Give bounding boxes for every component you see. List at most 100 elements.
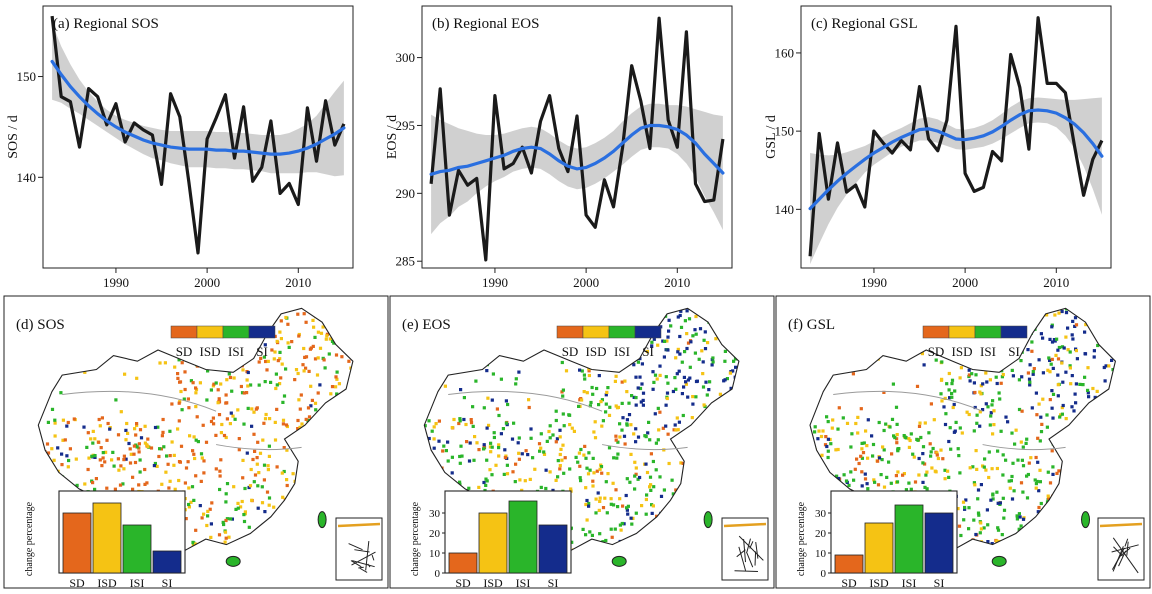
pixel-SD xyxy=(316,391,320,395)
pixel-ISI xyxy=(284,367,288,371)
pixel-ISD xyxy=(219,431,223,435)
pixel-ISD xyxy=(281,418,286,422)
pixel-SI xyxy=(948,396,952,400)
pixel-SI xyxy=(685,346,689,351)
pixel-ISD xyxy=(623,379,627,383)
pixel-SI xyxy=(995,381,999,386)
pixel-SI xyxy=(863,472,867,476)
pixel-SD xyxy=(465,440,469,444)
pixel-ISD xyxy=(585,391,589,395)
pixel-ISI xyxy=(656,406,660,410)
pixel-ISI xyxy=(813,430,817,434)
pixel-SI xyxy=(1011,374,1015,378)
pixel-SD xyxy=(192,452,196,456)
pixel-ISD xyxy=(629,423,633,427)
bar-y-axis-label: change percentage xyxy=(24,501,35,576)
pixel-ISI xyxy=(1068,350,1072,354)
pixel-ISD xyxy=(248,484,253,488)
pixel-SI xyxy=(1037,489,1041,493)
pixel-ISD xyxy=(52,458,56,462)
pixel-SD xyxy=(94,477,98,481)
pixel-ISD xyxy=(452,417,456,422)
pixel-ISD xyxy=(497,443,501,447)
pixel-ISI xyxy=(467,486,471,490)
pixel-SD xyxy=(118,483,123,487)
pixel-SD xyxy=(859,407,863,411)
pixel-SD xyxy=(137,483,141,487)
pixel-ISD xyxy=(313,401,318,405)
pixel-ISI xyxy=(653,373,658,377)
bar-category-label: ISI xyxy=(902,576,917,590)
inset-island-mark xyxy=(1114,547,1125,567)
pixel-SI xyxy=(632,363,636,367)
pixel-ISI xyxy=(262,355,266,359)
pixel-ISI xyxy=(46,420,50,424)
pixel-SI xyxy=(1070,374,1074,378)
pixel-ISD xyxy=(882,485,887,489)
pixel-SI xyxy=(499,432,503,436)
pixel-SI xyxy=(65,454,69,458)
pixel-SD xyxy=(583,444,587,448)
pixel-SI xyxy=(1028,383,1032,387)
pixel-SI xyxy=(665,391,670,395)
pixel-SD xyxy=(97,440,101,444)
pixel-ISD xyxy=(173,487,177,491)
pixel-ISD xyxy=(611,481,615,485)
trend-line xyxy=(429,123,725,176)
pixel-ISI xyxy=(694,395,698,399)
pixel-ISD xyxy=(50,447,54,451)
pixel-ISI xyxy=(335,392,339,396)
pixel-ISD xyxy=(187,505,191,509)
inset-island-mark xyxy=(354,549,370,553)
pixel-ISD xyxy=(252,410,256,414)
pixel-SI xyxy=(974,532,978,537)
pixel-SI xyxy=(985,508,989,512)
pixel-SD xyxy=(285,483,289,488)
y-tick-label: 150 xyxy=(775,124,795,139)
pixel-ISI xyxy=(694,332,698,336)
pixel-SD xyxy=(293,378,297,382)
pixel-SD xyxy=(116,433,121,437)
panel-title: (f) GSL xyxy=(788,317,835,333)
pixel-ISD xyxy=(923,421,927,425)
pixel-SI xyxy=(973,405,977,410)
pixel-SI xyxy=(688,376,692,380)
pixel-SI xyxy=(671,389,675,394)
pixel-ISI xyxy=(1039,501,1043,506)
pixel-ISI xyxy=(708,380,712,384)
pixel-ISI xyxy=(847,483,851,487)
pixel-ISI xyxy=(638,386,643,391)
pixel-ISI xyxy=(491,372,495,376)
pixel-SD xyxy=(63,438,67,442)
pixel-ISI xyxy=(1019,359,1023,363)
pixel-SI xyxy=(1010,497,1015,501)
pixel-ISI xyxy=(877,420,881,425)
pixel-SI xyxy=(964,498,968,502)
pixel-ISI xyxy=(492,431,496,435)
pixel-SI xyxy=(1072,409,1076,413)
pixel-ISD xyxy=(53,421,57,425)
pixel-ISI xyxy=(484,483,488,487)
pixel-SD xyxy=(503,456,507,460)
pixel-ISD xyxy=(487,423,491,427)
pixel-SI xyxy=(625,508,629,512)
pixel-SD xyxy=(610,535,614,539)
pixel-ISI xyxy=(889,481,893,485)
pixel-ISI xyxy=(561,394,565,398)
pixel-ISD xyxy=(992,423,996,427)
pixel-ISI xyxy=(921,461,925,465)
x-tick-label: 2010 xyxy=(1043,275,1069,290)
pixel-ISI xyxy=(474,379,478,383)
pixel-SD xyxy=(214,467,218,471)
pixel-ISD xyxy=(714,337,718,341)
pixel-SD xyxy=(200,516,204,520)
pixel-ISI xyxy=(948,426,952,430)
pixel-ISD xyxy=(918,421,922,425)
pixel-SI xyxy=(865,482,869,486)
pixel-ISD xyxy=(200,456,204,460)
pixel-ISI xyxy=(962,518,966,522)
pixel-ISI xyxy=(996,528,1001,532)
pixel-ISI xyxy=(630,522,634,526)
pixel-SD xyxy=(307,415,312,419)
pixel-ISI xyxy=(221,520,225,524)
